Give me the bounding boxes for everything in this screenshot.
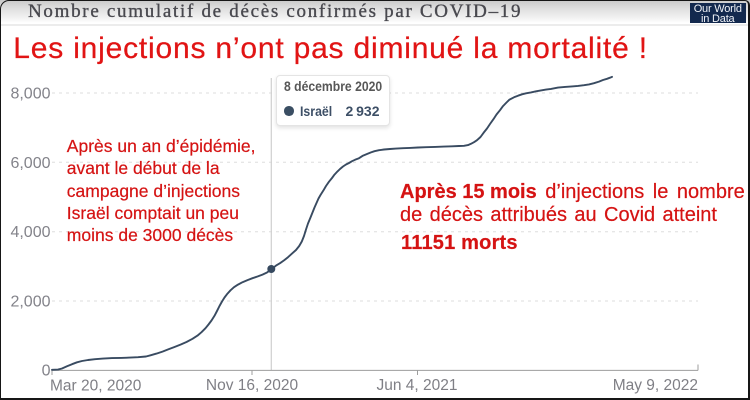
svg-text:Nov 16, 2020: Nov 16, 2020 [206,377,299,394]
svg-text:Mar 20, 2020: Mar 20, 2020 [50,378,142,395]
svg-text:Jun 4, 2021: Jun 4, 2021 [376,377,457,394]
svg-text:May 9, 2022: May 9, 2022 [613,377,698,394]
svg-text:8,000: 8,000 [10,86,50,103]
svg-text:2,000: 2,000 [10,294,50,311]
svg-text:0: 0 [42,363,51,380]
svg-text:6,000: 6,000 [10,155,50,172]
svg-text:4,000: 4,000 [10,224,50,241]
